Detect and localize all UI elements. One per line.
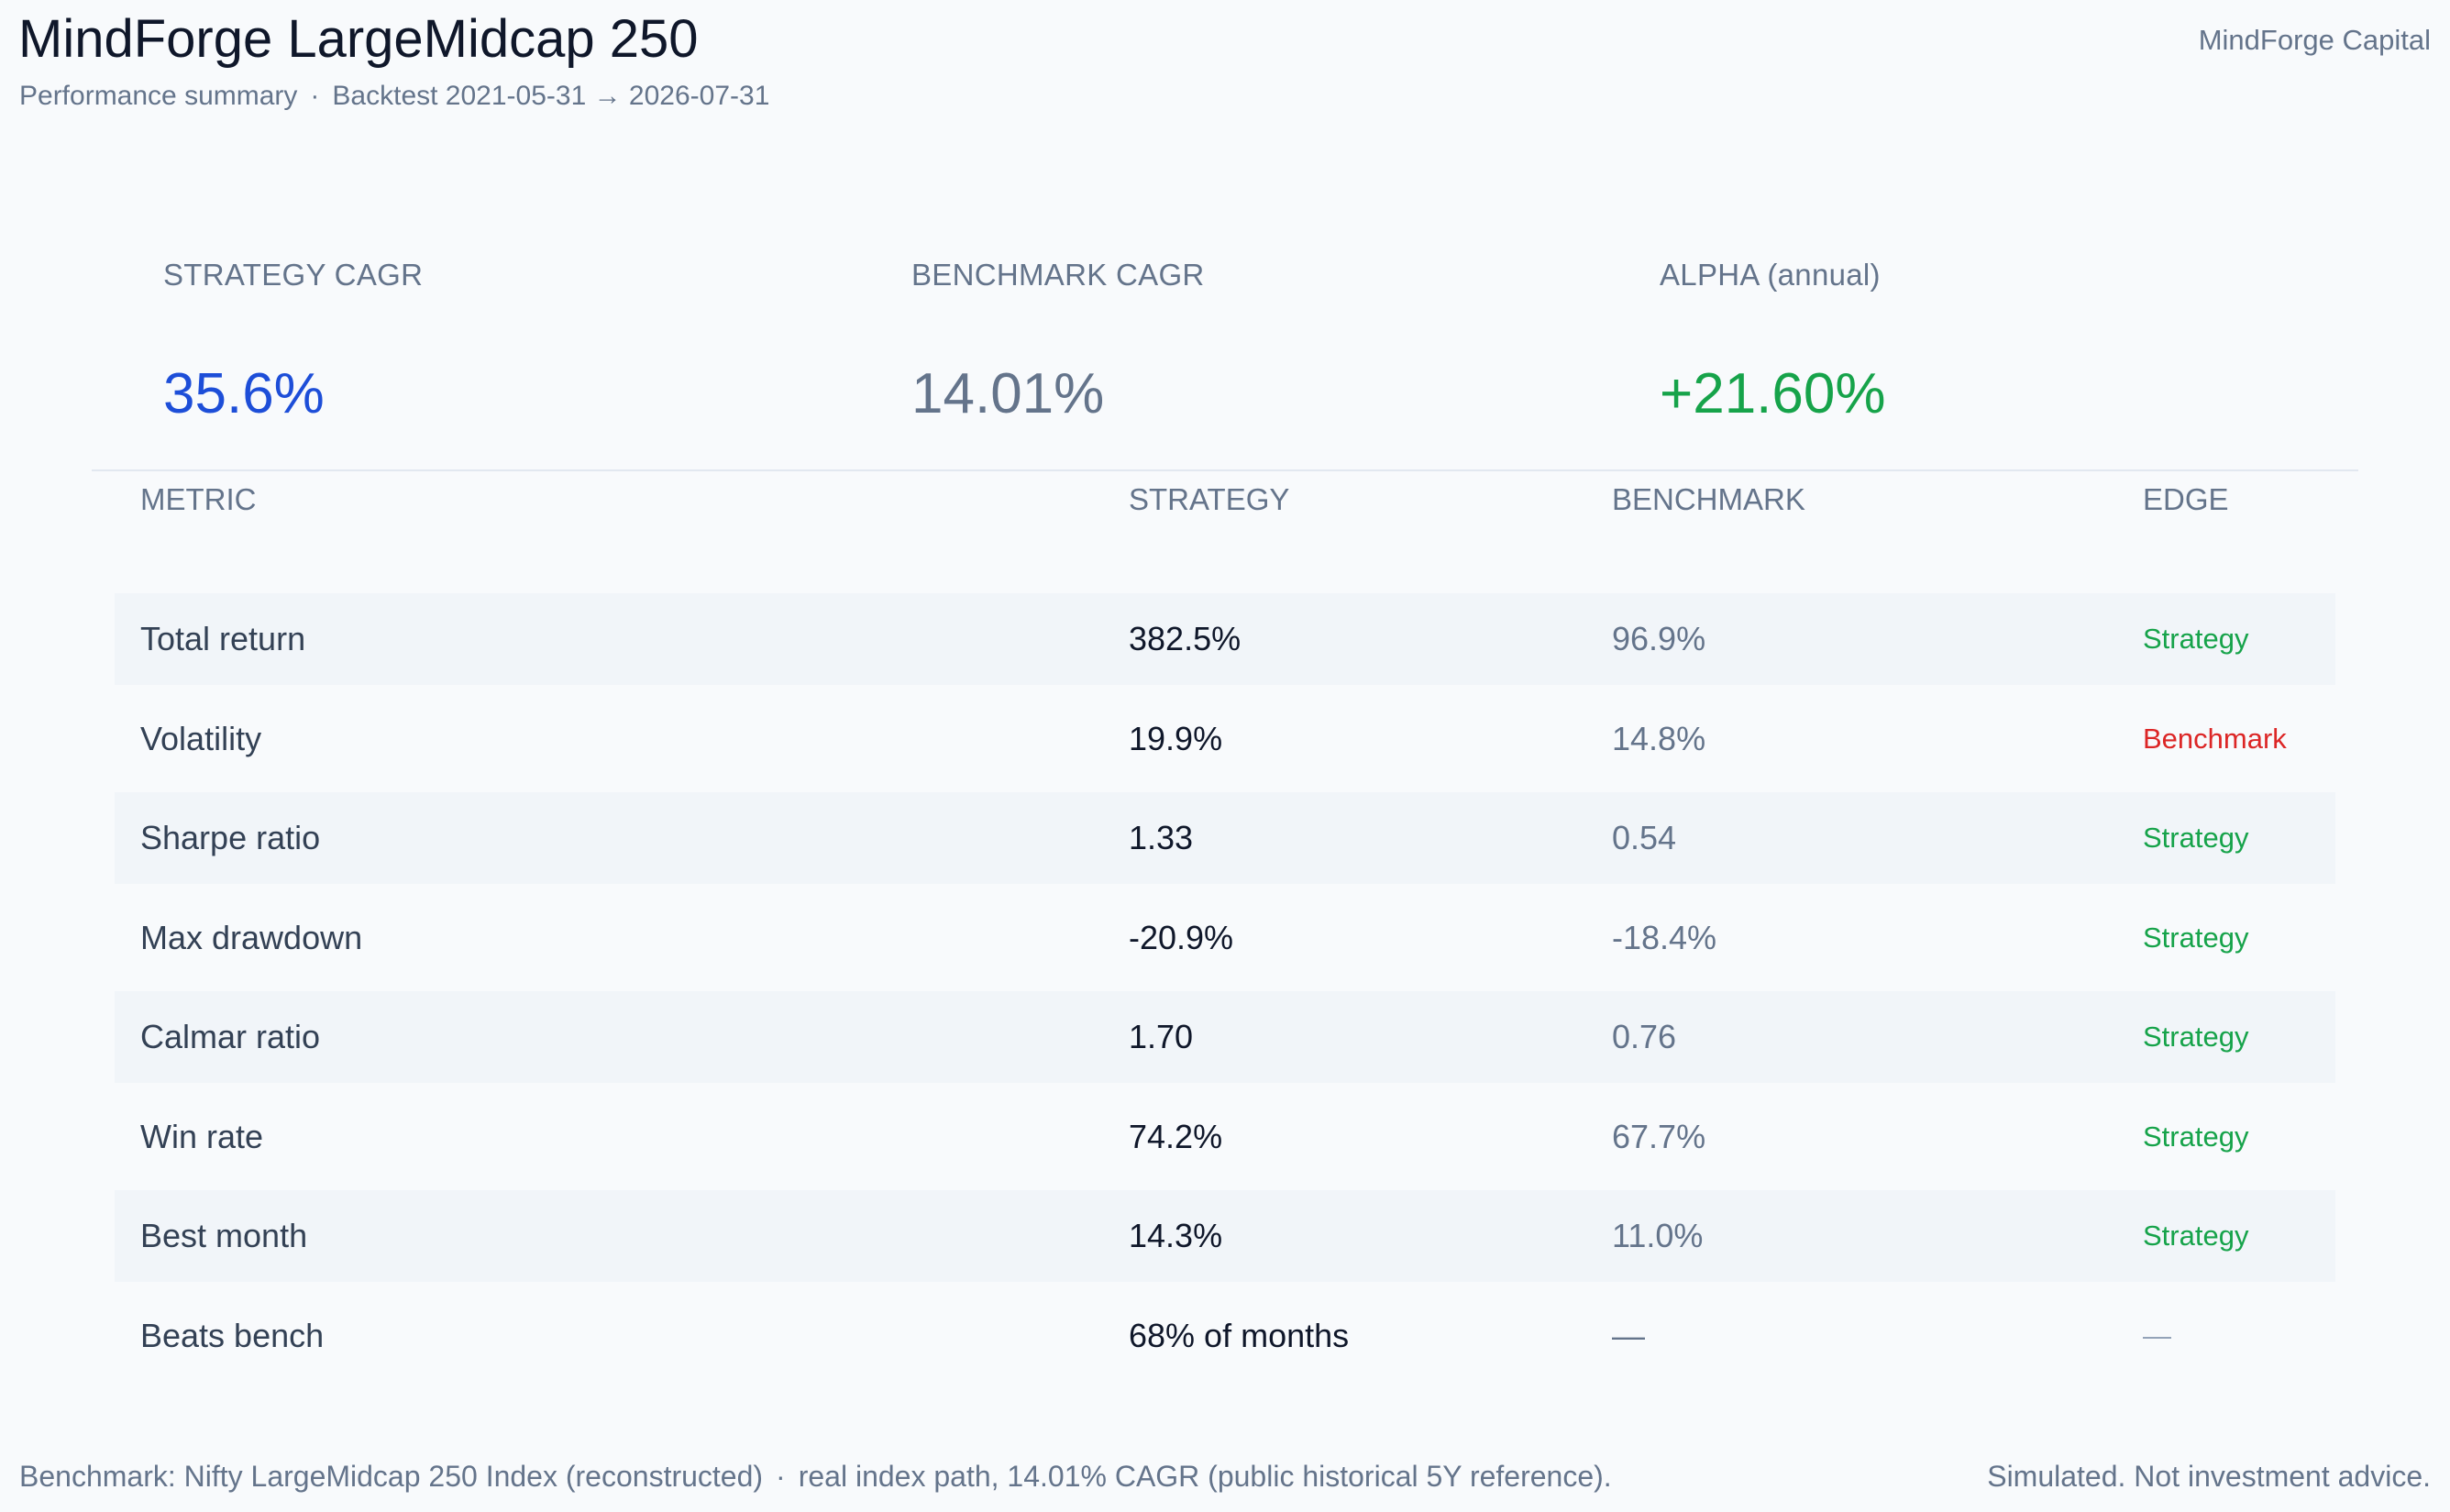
brand-name: MindForge Capital [2198, 24, 2431, 56]
table-row: Volatility 19.9% 14.8% Benchmark [115, 693, 2335, 785]
edge-value: Strategy [2143, 822, 2249, 854]
strategy-value: 68% of months [1129, 1316, 1350, 1354]
footer-benchmark-detail: real index path, 14.01% CAGR (public his… [798, 1460, 1612, 1493]
section-divider [92, 469, 2358, 471]
table-row: Max drawdown -20.9% -18.4% Strategy [115, 892, 2335, 984]
metric-name: Total return [140, 620, 306, 657]
benchmark-value: 67.7% [1612, 1117, 1706, 1155]
edge-value: Benchmark [2143, 722, 2287, 755]
footer-separator: · [776, 1460, 786, 1493]
kpi-strategy-cagr: STRATEGY CAGR 35.6% [163, 257, 860, 429]
kpi-alpha-annual: ALPHA (annual) +21.60% [1660, 257, 2356, 429]
column-header-metric: METRIC [140, 482, 257, 516]
table-row: Beats bench 68% of months — — [115, 1290, 2335, 1382]
benchmark-value: — [1612, 1316, 1645, 1354]
kpi-benchmark-cagr: BENCHMARK CAGR 14.01% [911, 257, 1608, 429]
metric-name: Sharpe ratio [140, 819, 321, 856]
metric-name: Max drawdown [140, 918, 363, 956]
metric-name: Volatility [140, 719, 262, 757]
metrics-table-header: METRIC STRATEGY BENCHMARK EDGE [0, 481, 2450, 518]
kpi-value: +21.60% [1660, 362, 1886, 425]
column-header-edge: EDGE [2143, 482, 2229, 516]
page-title: MindForge LargeMidcap 250 [18, 9, 699, 69]
table-row: Sharpe ratio 1.33 0.54 Strategy [115, 792, 2335, 884]
table-row: Best month 14.3% 11.0% Strategy [115, 1190, 2335, 1282]
footer-benchmark-source: Benchmark: Nifty LargeMidcap 250 Index (… [19, 1460, 764, 1493]
column-header-benchmark: BENCHMARK [1612, 482, 1805, 516]
edge-value: Strategy [2143, 1120, 2249, 1153]
benchmark-value: 0.54 [1612, 819, 1677, 856]
strategy-value: 14.3% [1129, 1217, 1223, 1254]
footer-disclaimer: Simulated. Not investment advice. [1987, 1460, 2431, 1493]
strategy-value: 74.2% [1129, 1117, 1223, 1155]
kpi-value: 35.6% [163, 362, 325, 425]
strategy-value: 1.33 [1129, 819, 1194, 856]
strategy-value: -20.9% [1129, 918, 1234, 956]
edge-value: Strategy [2143, 921, 2249, 954]
kpi-label: BENCHMARK CAGR [911, 258, 1205, 292]
benchmark-value: -18.4% [1612, 918, 1717, 956]
edge-value: — [2143, 1319, 2171, 1352]
metric-name: Calmar ratio [140, 1018, 321, 1055]
strategy-value: 382.5% [1129, 620, 1242, 657]
column-header-strategy: STRATEGY [1129, 482, 1290, 516]
kpi-label: ALPHA (annual) [1660, 258, 1881, 292]
edge-value: Strategy [2143, 1220, 2249, 1252]
metric-name: Beats bench [140, 1316, 325, 1354]
subtitle-separator: · [310, 81, 320, 111]
footer-benchmark-note: Benchmark: Nifty LargeMidcap 250 Index (… [19, 1458, 1612, 1495]
benchmark-value: 14.8% [1612, 719, 1706, 757]
subtitle-description: Performance summary [19, 81, 298, 111]
metric-name: Best month [140, 1217, 308, 1254]
benchmark-value: 96.9% [1612, 620, 1706, 657]
benchmark-value: 11.0% [1612, 1217, 1704, 1254]
edge-value: Strategy [2143, 623, 2249, 655]
benchmark-value: 0.76 [1612, 1018, 1677, 1055]
table-row: Win rate 74.2% 67.7% Strategy [115, 1091, 2335, 1183]
kpi-value: 14.01% [911, 362, 1105, 425]
strategy-value: 19.9% [1129, 719, 1223, 757]
page-subtitle: Performance summary · Backtest 2021-05-31 … [19, 79, 769, 114]
edge-value: Strategy [2143, 1021, 2249, 1053]
backtest-period: Backtest 2021-05-31 → 2026-07-31 [332, 81, 770, 111]
strategy-value: 1.70 [1129, 1018, 1194, 1055]
metrics-table-body: Total return 382.5% 96.9% Strategy Volat… [115, 593, 2335, 1389]
table-row: Calmar ratio 1.70 0.76 Strategy [115, 991, 2335, 1083]
metric-name: Win rate [140, 1117, 264, 1155]
table-row: Total return 382.5% 96.9% Strategy [115, 593, 2335, 685]
kpi-label: STRATEGY CAGR [163, 258, 424, 292]
